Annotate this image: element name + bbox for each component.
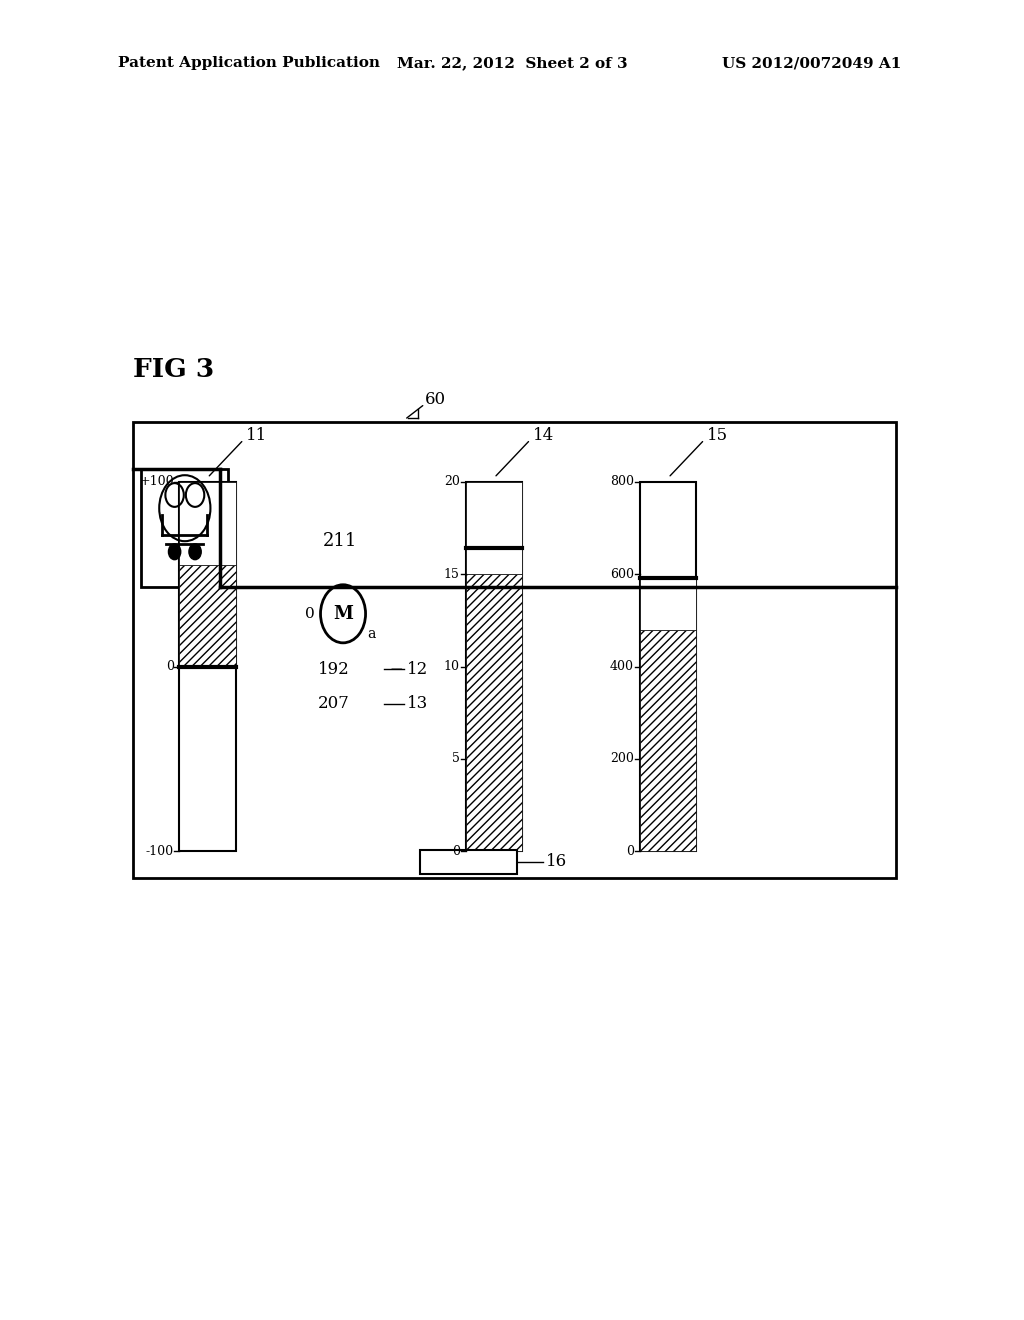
- Text: 0: 0: [626, 845, 634, 858]
- Bar: [179, 482, 236, 565]
- Text: 800: 800: [610, 475, 634, 488]
- Text: 11: 11: [246, 428, 267, 444]
- Bar: [179, 482, 236, 851]
- Text: 211: 211: [323, 532, 357, 550]
- Text: +100: +100: [139, 475, 174, 488]
- Text: 207: 207: [317, 696, 349, 711]
- Text: 16: 16: [546, 854, 567, 870]
- Text: 0: 0: [166, 660, 174, 673]
- Text: Mar. 22, 2012  Sheet 2 of 3: Mar. 22, 2012 Sheet 2 of 3: [396, 57, 628, 70]
- Bar: [466, 482, 522, 851]
- Text: 60: 60: [425, 392, 446, 408]
- Circle shape: [168, 544, 181, 560]
- Text: -100: -100: [146, 845, 174, 858]
- Text: 5: 5: [452, 752, 460, 766]
- Text: 0: 0: [304, 607, 314, 620]
- Text: FIG 3: FIG 3: [133, 358, 214, 381]
- Text: 10: 10: [443, 660, 460, 673]
- Text: 600: 600: [610, 568, 634, 581]
- Bar: [466, 574, 522, 851]
- Circle shape: [189, 544, 202, 560]
- Text: 13: 13: [407, 696, 428, 711]
- Bar: [640, 578, 696, 630]
- Text: 400: 400: [610, 660, 634, 673]
- Bar: [420, 850, 517, 874]
- Text: 14: 14: [532, 428, 554, 444]
- Text: 15: 15: [707, 428, 728, 444]
- Bar: [133, 422, 896, 878]
- Text: Patent Application Publication: Patent Application Publication: [118, 57, 380, 70]
- Text: 20: 20: [443, 475, 460, 488]
- Text: a: a: [368, 627, 376, 642]
- Bar: [466, 482, 522, 574]
- Text: 200: 200: [610, 752, 634, 766]
- Bar: [640, 630, 696, 851]
- Text: US 2012/0072049 A1: US 2012/0072049 A1: [722, 57, 901, 70]
- Text: 192: 192: [317, 661, 349, 677]
- Bar: [640, 482, 696, 851]
- Bar: [141, 469, 228, 587]
- Text: M: M: [333, 605, 353, 623]
- Text: 15: 15: [443, 568, 460, 581]
- Text: 12: 12: [407, 661, 428, 677]
- Bar: [179, 565, 236, 667]
- Text: 0: 0: [452, 845, 460, 858]
